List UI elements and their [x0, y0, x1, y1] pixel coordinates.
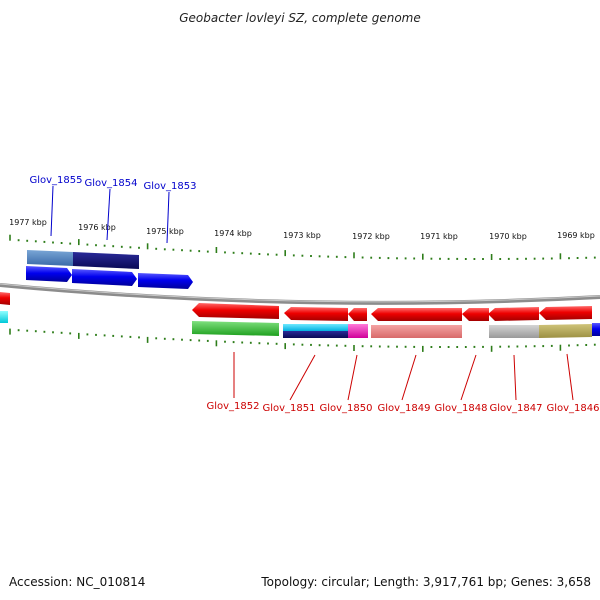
gene-feature-glov1854[interactable] [73, 252, 139, 269]
diagram-title: Geobacter lovleyi SZ, complete genome [179, 11, 421, 25]
genome-backbone [0, 283, 600, 305]
gene-feature-glov1846[interactable] [539, 324, 592, 338]
genome-backbone-highlight [0, 283, 600, 303]
gene-label-glov1855[interactable]: Glov_1855 [29, 175, 82, 186]
gene-forward-1[interactable] [26, 266, 72, 282]
gene-label-glov1851[interactable]: Glov_1851 [262, 403, 315, 414]
kbp-label-1974: 1974 kbp [214, 229, 252, 238]
leader-line-glov1846 [566, 353, 574, 401]
gene-label-glov1854[interactable]: Glov_1854 [84, 178, 137, 189]
gene-cyan-edge[interactable] [0, 311, 8, 323]
reverse-strand-genes [0, 292, 600, 338]
gene-reverse-3[interactable] [348, 308, 367, 321]
gene-label-glov1852[interactable]: Glov_1852 [206, 401, 259, 412]
leader-line-glov1851 [289, 354, 316, 401]
kbp-label-1971: 1971 kbp [420, 232, 458, 241]
leader-line-glov1853 [166, 191, 170, 244]
forward-strand-genes [26, 250, 193, 289]
gene-label-glov1847[interactable]: Glov_1847 [489, 403, 542, 414]
kbp-label-1977: 1977 kbp [9, 218, 47, 227]
kbp-label-1976: 1976 kbp [78, 223, 116, 232]
leader-line-glov1854 [106, 188, 111, 241]
gene-feature-glov1851-a[interactable] [283, 324, 348, 331]
gene-feature-glov1855[interactable] [27, 250, 73, 266]
kbp-label-1969: 1969 kbp [557, 231, 595, 240]
kbp-label-1975: 1975 kbp [146, 227, 184, 236]
gene-feature-glov1853[interactable] [138, 273, 193, 289]
leader-line-glov1850 [347, 354, 358, 401]
leader-line-glov1849 [401, 354, 417, 401]
genome-summary-label: Topology: circular; Length: 3,917,761 bp… [260, 575, 591, 589]
gene-label-glov1853[interactable]: Glov_1853 [143, 181, 196, 192]
kbp-label-1972: 1972 kbp [352, 232, 390, 241]
leader-line-glov1847 [513, 354, 517, 401]
gene-reverse-5[interactable] [462, 308, 489, 321]
gene-reverse-7[interactable] [539, 306, 592, 320]
gene-feature-glov1847[interactable] [489, 325, 539, 338]
gene-label-glov1848[interactable]: Glov_1848 [434, 403, 487, 414]
gene-reverse-4[interactable] [371, 308, 462, 321]
gene-label-glov1849[interactable]: Glov_1849 [377, 403, 430, 414]
gene-blue-edge[interactable] [592, 323, 600, 336]
gene-label-glov1850[interactable]: Glov_1850 [319, 403, 372, 414]
gene-feature-glov1852[interactable] [192, 321, 279, 336]
gene-feature-glov1849[interactable] [371, 325, 462, 338]
leader-line-glov1848 [460, 354, 477, 401]
gene-reverse-1[interactable] [192, 303, 279, 319]
kbp-label-1973: 1973 kbp [283, 231, 321, 240]
gene-reverse-2[interactable] [284, 307, 348, 321]
coordinate-ticks-bottom [9, 328, 596, 352]
kbp-label-1970: 1970 kbp [489, 232, 527, 241]
leader-line-glov1855 [50, 185, 54, 237]
gene-forward-2[interactable] [72, 269, 137, 286]
gene-label-glov1846[interactable]: Glov_1846 [546, 403, 599, 414]
bottom-gene-labels: Glov_1852 Glov_1851 Glov_1850 Glov_1849 … [206, 352, 600, 414]
gene-reverse-6[interactable] [488, 307, 539, 321]
gene-reverse-edge[interactable] [0, 292, 10, 305]
accession-label: Accession: NC_010814 [9, 575, 145, 589]
gene-feature-glov1851-b[interactable] [283, 331, 348, 338]
gene-feature-glov1850[interactable] [348, 324, 368, 338]
coordinate-ticks-top [9, 234, 596, 260]
top-gene-labels: Glov_1855 Glov_1854 Glov_1853 [29, 175, 197, 244]
